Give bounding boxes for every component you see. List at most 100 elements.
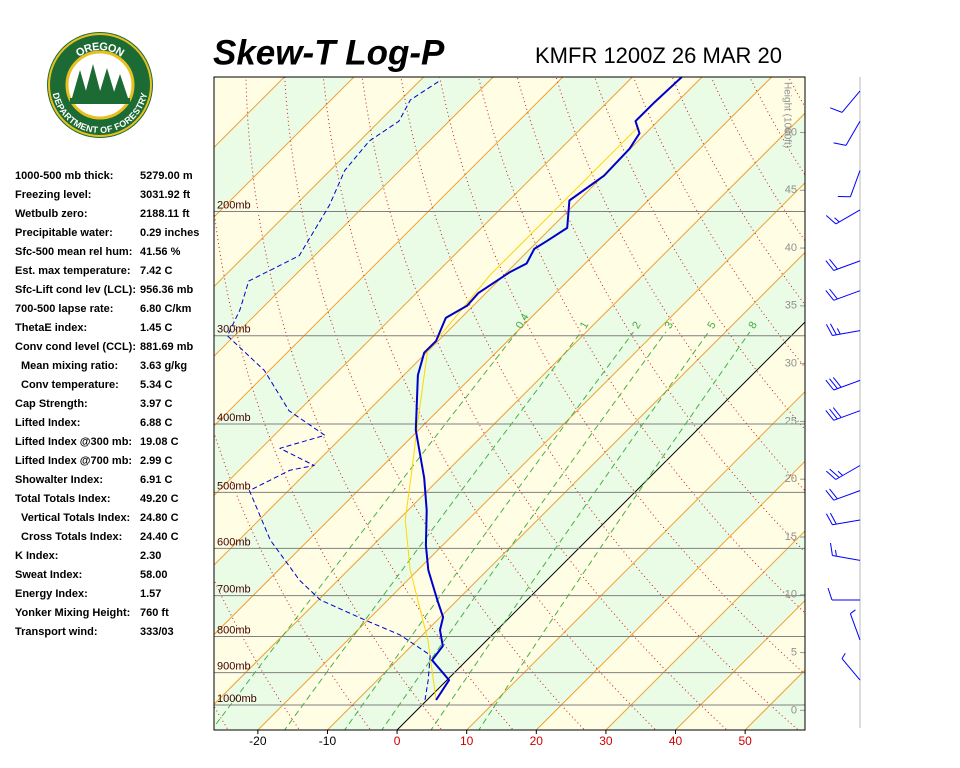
- isotherm: [214, 77, 772, 636]
- index-value: 3.63 g/kg: [140, 360, 187, 372]
- height-tick-label: 35: [785, 300, 797, 312]
- index-label: Precipitable water:: [15, 227, 113, 239]
- dry-adiabat: [787, 77, 805, 108]
- isotherm: [605, 530, 805, 730]
- index-value: 6.88 C: [140, 417, 172, 429]
- index-value: 41.56 %: [140, 246, 181, 258]
- title: Skew-T Log-P: [213, 33, 445, 72]
- index-label: 700-500 lapse rate:: [15, 303, 113, 315]
- index-label: Est. max temperature:: [15, 265, 131, 277]
- mixing-ratio-label: 8: [747, 320, 760, 331]
- index-label: Sweat Index:: [15, 569, 82, 581]
- wind-barb: [825, 209, 861, 225]
- wind-barb: [849, 609, 861, 641]
- pressure-label: 600mb: [217, 536, 251, 548]
- subtitle: KMFR 1200Z 26 MAR 20: [535, 43, 782, 68]
- wind-barb: [825, 288, 861, 301]
- index-value: 333/03: [140, 626, 174, 638]
- plot-overlay: 0.4 1 2 3 5 8200mb300mb400mb500mb600mb700mb80…: [217, 82, 805, 716]
- index-value: 1.45 C: [140, 322, 172, 334]
- temperature-band: [214, 77, 805, 705]
- x-tick-label: 40: [669, 734, 683, 748]
- pressure-label: 500mb: [217, 480, 251, 492]
- isotherm: [214, 77, 633, 497]
- index-label: Conv temperature:: [21, 379, 119, 391]
- index-value: 5.34 C: [140, 379, 172, 391]
- height-tick-label: 40: [785, 242, 797, 254]
- pressure-label: 1000mb: [217, 693, 257, 705]
- dry-adiabat: [245, 77, 514, 730]
- index-value: 760 ft: [140, 607, 169, 619]
- sounding-line: [414, 77, 683, 701]
- height-axis-label: Height (1000ft): [781, 82, 792, 148]
- index-label: Conv cond level (CCL):: [15, 341, 136, 353]
- index-value: 19.08 C: [140, 436, 179, 448]
- dry-adiabat: [632, 77, 805, 369]
- isotherm: [675, 599, 805, 730]
- height-tick-label: 10: [785, 589, 797, 601]
- x-tick-label: 20: [530, 734, 544, 748]
- height-tick-label: 0: [791, 704, 797, 716]
- pressure-label: 800mb: [217, 624, 251, 636]
- index-label: Transport wind:: [15, 626, 98, 638]
- wind-barb: [830, 542, 861, 561]
- logo-ring: [48, 33, 152, 137]
- pressure-label: 300mb: [217, 324, 251, 336]
- x-tick-label: 10: [460, 734, 474, 748]
- pressure-label: 200mb: [217, 199, 251, 211]
- index-value: 6.91 C: [140, 474, 172, 486]
- index-label: Cap Strength:: [15, 398, 88, 410]
- index-value: 2188.11 ft: [140, 208, 190, 220]
- index-value: 24.80 C: [140, 512, 179, 524]
- logo-top-text-path: OREGON: [74, 41, 126, 60]
- mixing-ratio-line: [381, 331, 667, 730]
- wind-barb: [825, 512, 861, 526]
- index-value: 2.99 C: [140, 455, 172, 467]
- x-tick-label: -10: [319, 734, 337, 748]
- index-value: 7.42 C: [140, 265, 172, 277]
- dry-adiabat: [400, 77, 799, 730]
- index-label: Yonker Mixing Height:: [15, 607, 130, 619]
- isotherm: [214, 77, 355, 218]
- isotherm: [327, 251, 805, 730]
- isotherm: [214, 77, 703, 566]
- pressure-label: 400mb: [217, 412, 251, 424]
- dry-adiabat: [361, 77, 728, 730]
- mixing-ratio-line: [284, 331, 582, 730]
- index-label: Freezing level:: [15, 189, 91, 201]
- x-tick-label: 30: [599, 734, 613, 748]
- isotherm: [214, 112, 805, 705]
- wind-barb: [825, 258, 861, 271]
- isotherm: [214, 77, 564, 427]
- height-tick-label: 30: [785, 358, 797, 370]
- index-value: 49.20 C: [140, 493, 179, 505]
- wind-barb: [833, 120, 861, 146]
- x-tick-label: 50: [738, 734, 752, 748]
- mixing-ratio-label: 2: [630, 320, 643, 331]
- index-label: Sfc-Lift cond lev (LCL):: [15, 284, 136, 296]
- isotherm: [396, 321, 805, 730]
- index-label: Vertical Totals Index:: [21, 512, 130, 524]
- isotherm: [214, 77, 494, 357]
- height-tick-label: 15: [785, 531, 797, 543]
- pressure-label: 700mb: [217, 584, 251, 596]
- index-label: Showalter Index:: [15, 474, 103, 486]
- temperature-band: [214, 113, 805, 730]
- index-value: 1.57: [140, 588, 161, 600]
- sounding-line: [404, 126, 639, 701]
- indices-panel: 1000-500 mb thick: 5279.00 m Freezing leve…: [15, 170, 199, 638]
- index-label: Cross Totals Index:: [21, 531, 122, 543]
- height-tick-label: 45: [785, 184, 797, 196]
- mixing-ratio-line: [214, 331, 518, 728]
- index-label: Wetbulb zero:: [15, 208, 88, 220]
- wind-barb: [837, 170, 861, 198]
- index-label: Total Totals Index:: [15, 493, 111, 505]
- height-tick-label: 5: [791, 646, 797, 658]
- index-value: 956.36 mb: [140, 284, 193, 296]
- index-label: 1000-500 mb thick:: [15, 170, 113, 182]
- dry-adiabat: [322, 77, 657, 730]
- index-value: 6.80 C/km: [140, 303, 192, 315]
- mixing-ratio-label: 5: [705, 320, 718, 331]
- logo-ground: [70, 98, 130, 104]
- wind-barb: [825, 488, 861, 501]
